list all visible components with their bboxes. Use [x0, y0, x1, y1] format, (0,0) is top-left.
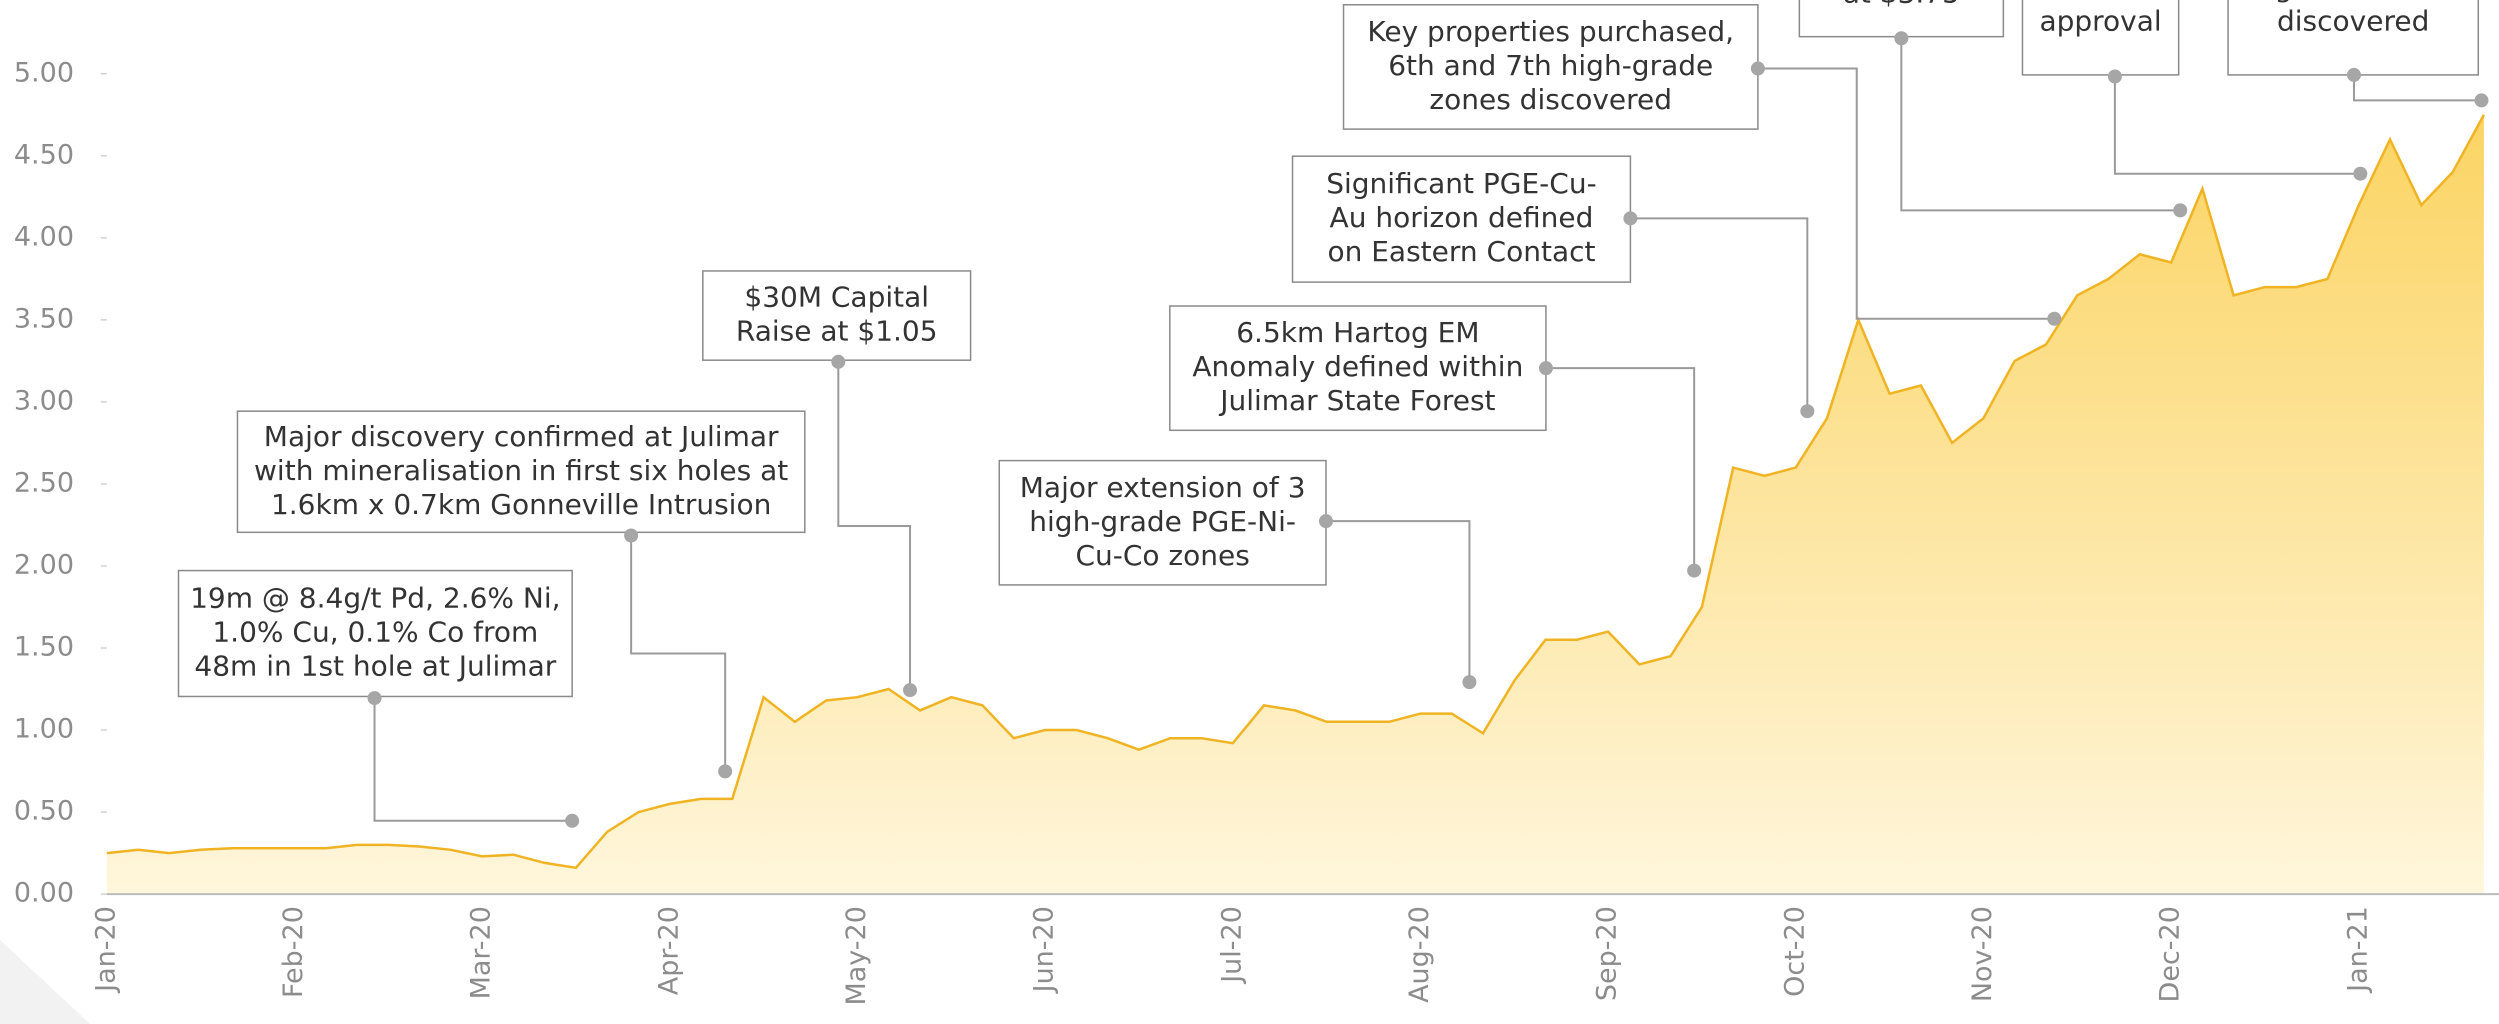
leader-dot: [1319, 514, 1333, 529]
annotation-box: [236, 410, 806, 534]
y-tick-label: 4.50: [14, 139, 74, 170]
y-tick-label: 2.00: [14, 549, 74, 580]
leader-dot: [2346, 67, 2361, 82]
x-tick-label: May-20: [841, 906, 872, 1005]
leader-dot: [565, 813, 580, 828]
annotation-text: Major extension of 3: [1020, 471, 1306, 504]
leader-dot: [1623, 211, 1638, 226]
y-tick-label: 3.50: [14, 303, 74, 334]
leader-line: [1545, 367, 1696, 571]
annotation-text: 6.5km Hartog EM: [1236, 316, 1479, 349]
annotation-text: Major discovery confirmed at Julimar: [264, 420, 779, 453]
leader-line: [373, 698, 573, 822]
leader-line: [1900, 38, 2181, 212]
annotation-text: high-grade PGE-Ni-: [1029, 505, 1296, 538]
leader-dot: [718, 764, 733, 779]
leader-dot: [1894, 31, 1909, 46]
leader-dot: [2173, 203, 2188, 218]
annotation-text: discovered: [2277, 5, 2429, 38]
leader-dot: [831, 354, 846, 369]
annotation-text: Significant PGE-Cu-: [1326, 167, 1596, 200]
annotation-text: Julimar State Forest: [1218, 384, 1495, 417]
y-tick-label: 4.00: [14, 221, 74, 252]
annotation-text: Raise at $1.05: [736, 315, 938, 348]
annotation-text: access: [2053, 0, 2147, 4]
annotation-text: grade zone: [2275, 0, 2432, 4]
annotation-text: Anomaly defined within: [1192, 350, 1523, 383]
x-tick-label: Jan-20: [90, 906, 121, 994]
y-tick-label: 1.50: [14, 632, 74, 663]
annotation-text: 1.0% Cu, 0.1% Co from: [212, 616, 538, 649]
annotation-text: zones discovered: [1429, 83, 1672, 116]
y-tick-label: 2.50: [14, 467, 74, 498]
leader-dot: [367, 691, 382, 706]
x-tick-label: Jun-20: [1029, 906, 1060, 994]
x-tick-label: Nov-20: [1967, 906, 1998, 1002]
y-tick-label: 0.50: [14, 796, 74, 827]
x-tick-label: Mar-20: [466, 906, 497, 999]
x-tick-label: Sep-20: [1592, 906, 1623, 1001]
y-tick-label: 5.00: [14, 57, 74, 88]
leader-dot: [1750, 61, 1765, 76]
x-tick-label: Feb-20: [278, 906, 309, 998]
annotation-box: [1291, 155, 1632, 283]
annotation-text: $30M Capital: [744, 281, 929, 314]
leader-dot: [1538, 361, 1553, 376]
x-tick-label: Apr-20: [653, 906, 684, 995]
annotation-text: on Eastern Contact: [1327, 235, 1595, 268]
leader-dot: [1687, 563, 1702, 578]
corner-shape: [0, 940, 90, 1024]
leader-line: [1757, 67, 2055, 320]
leader-line: [2113, 76, 2361, 175]
x-tick-label: Oct-20: [1779, 906, 1810, 997]
leader-line: [1326, 520, 1471, 683]
annotation-box: [1342, 4, 1759, 130]
annotation-text: with mineralisation in first six holes a…: [254, 454, 788, 487]
leader-line: [2352, 74, 2482, 102]
annotation-text: at $3.75: [1843, 0, 1960, 9]
annotation-text: Au horizon defined: [1330, 201, 1594, 234]
y-tick-label: 1.00: [14, 714, 74, 745]
leader-line: [837, 361, 912, 691]
leader-dot: [1462, 675, 1477, 690]
annotation-text: 19m @ 8.4g/t Pd, 2.6% Ni,: [190, 582, 560, 615]
x-tick-label: Jan-21: [2342, 906, 2373, 994]
annotation-text: 6th and 7th high-grade: [1388, 49, 1713, 82]
annotation-box: [998, 459, 1327, 586]
annotation-box: [2021, 0, 2180, 76]
x-tick-label: Aug-20: [1404, 906, 1435, 1003]
leader-dot: [2353, 166, 2368, 181]
leader-line: [630, 535, 727, 772]
y-tick-label: 0.00: [14, 878, 74, 909]
line: [106, 114, 2485, 870]
leader-dot: [2107, 69, 2122, 84]
area: [106, 114, 2484, 895]
leader-dot: [1800, 404, 1815, 419]
x-tick-label: Jul-20: [1216, 906, 1247, 985]
x-tick-label: Dec-20: [2155, 906, 2186, 1002]
annotation-text: Cu-Co zones: [1075, 539, 1249, 572]
annotation-text: 1.6km x 0.7km Gonneville Intrusion: [271, 488, 771, 521]
leader-dot: [2474, 93, 2489, 108]
annotation-text: Key properties purchased,: [1367, 15, 1734, 48]
annotation-box: [2227, 0, 2480, 76]
leader-dot: [624, 528, 639, 543]
leader-dot: [903, 683, 918, 698]
y-tick-label: 3.00: [14, 385, 74, 416]
leader-dot: [2047, 311, 2062, 326]
leader-line: [1630, 217, 1809, 412]
annotation-text: approval: [2039, 5, 2161, 38]
annotation-text: 48m in 1st hole at Julimar: [194, 650, 556, 683]
annotation-box: [1169, 305, 1547, 432]
